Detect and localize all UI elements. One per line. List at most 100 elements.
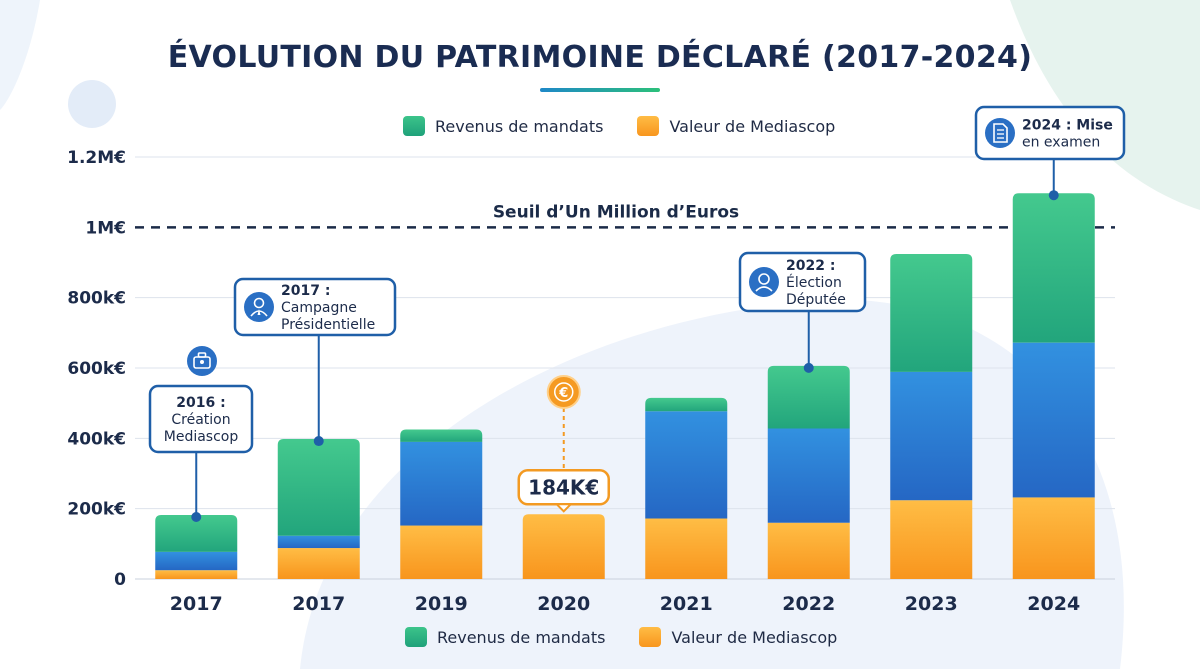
legend-item-mediascop: Valeur de Mediascop — [637, 116, 835, 136]
callout-dot — [1048, 190, 1059, 201]
bar-segment — [645, 518, 728, 579]
callout-dot — [313, 436, 324, 447]
user-tie-icon — [244, 292, 274, 322]
legend-swatch-green — [405, 627, 427, 647]
bar-segment — [155, 551, 238, 571]
y-tick-label: 200k€ — [67, 500, 126, 520]
y-tick-label: 400k€ — [67, 429, 126, 449]
bar-segment — [890, 254, 973, 372]
bar-segment — [645, 411, 728, 519]
briefcase-icon — [187, 346, 217, 376]
x-tick-label: 2020 — [537, 593, 590, 615]
icon-shape — [993, 123, 1008, 143]
legend-label: Revenus de mandats — [435, 116, 604, 136]
x-tick-label: 2019 — [415, 593, 468, 615]
bar-segment — [277, 548, 360, 579]
x-tick-label: 2021 — [660, 593, 713, 615]
callout-text: Présidentielle — [281, 317, 375, 333]
callout-dot — [803, 362, 814, 373]
icon-shape — [197, 352, 207, 358]
bar-segment — [890, 500, 973, 579]
euro-coin-icon: € — [546, 375, 581, 409]
legend-item-revenus: Revenus de mandats — [403, 116, 603, 136]
callout-text: Élection — [786, 274, 842, 291]
icon-shape — [200, 360, 204, 364]
document-icon — [985, 118, 1015, 148]
callout-text: en examen — [1022, 135, 1100, 151]
bar-segment — [890, 371, 973, 501]
bar-segment — [400, 441, 483, 526]
icon-shape — [253, 297, 265, 309]
callout-dot — [191, 511, 202, 522]
bar-segment — [400, 429, 483, 442]
bar-segment — [277, 439, 360, 536]
icon-disc — [985, 118, 1015, 148]
callout-text: Création — [171, 412, 230, 428]
bar-segment — [155, 570, 238, 579]
callout-text: 2017 : — [281, 283, 330, 299]
x-tick-label: 2022 — [782, 593, 835, 615]
callout-box — [148, 384, 254, 454]
threshold-label: Seuil d’Un Million d’Euros — [493, 202, 739, 222]
icon-shape — [758, 273, 770, 285]
callout-text: 2022 : — [786, 258, 835, 274]
legend-label: Valeur de Mediascop — [669, 116, 836, 136]
bar-segment — [400, 525, 483, 579]
coin-ring — [554, 382, 574, 402]
icon-shape — [257, 309, 261, 315]
x-tick-label: 2024 — [1027, 593, 1080, 615]
x-tick-label: 2023 — [905, 593, 958, 615]
legend-swatch-green — [403, 116, 425, 136]
legend-item-revenus: Revenus de mandats — [405, 627, 605, 647]
bar-segment — [645, 397, 728, 412]
x-tick-label: 2017 — [292, 593, 345, 615]
legend-label: Valeur de Mediascop — [671, 627, 838, 647]
legend-bottom: Revenus de mandats Valeur de Mediascop — [405, 627, 871, 647]
legend-top: Revenus de mandats Valeur de Mediascop — [403, 116, 869, 136]
y-tick-label: 0 — [114, 570, 126, 590]
bar-segment — [1012, 342, 1095, 498]
callout-text: Mediascop — [164, 429, 239, 445]
y-tick-label: 800k€ — [67, 289, 126, 309]
bar-segment — [1012, 497, 1095, 579]
value-label-pointer — [554, 503, 574, 513]
y-tick-label: 1M€ — [85, 218, 126, 238]
decor-shape-topright — [1010, 0, 1200, 210]
legend-label: Revenus de mandats — [437, 627, 606, 647]
coin-glyph: € — [558, 386, 568, 401]
y-tick-label: 1.2M€ — [67, 148, 126, 168]
bar-segment — [155, 514, 238, 552]
bar-segment — [767, 428, 850, 523]
coin-body — [546, 375, 581, 409]
callout-box — [233, 277, 397, 337]
chart-title: ÉVOLUTION DU PATRIMOINE DÉCLARÉ (2017-20… — [167, 40, 1033, 75]
bar-segment — [522, 514, 605, 579]
icon-disc — [749, 267, 779, 297]
bar-segment — [1012, 193, 1095, 343]
y-tick-label: 600k€ — [67, 359, 126, 379]
bar-segment — [767, 365, 850, 429]
x-tick-label: 2017 — [170, 593, 223, 615]
callout-text: Députée — [786, 292, 846, 308]
callout-text: 2024 : Mise — [1022, 118, 1113, 134]
decor-circle — [68, 80, 116, 128]
title-underline — [540, 88, 660, 92]
icon-shape — [755, 286, 773, 292]
bar-segment — [277, 535, 360, 549]
callout-box — [974, 105, 1126, 161]
legend-item-mediascop: Valeur de Mediascop — [639, 627, 837, 647]
decor-shape-topleft — [0, 0, 40, 110]
value-label: 184K€ — [528, 475, 599, 499]
legend-swatch-orange — [637, 116, 660, 136]
legend-swatch-orange — [639, 627, 662, 647]
bar-segment — [767, 522, 850, 579]
person-icon — [749, 267, 779, 297]
callout-box — [738, 251, 867, 313]
callout-text: 2016 : — [176, 395, 225, 411]
callout-text: Campagne — [281, 300, 357, 316]
